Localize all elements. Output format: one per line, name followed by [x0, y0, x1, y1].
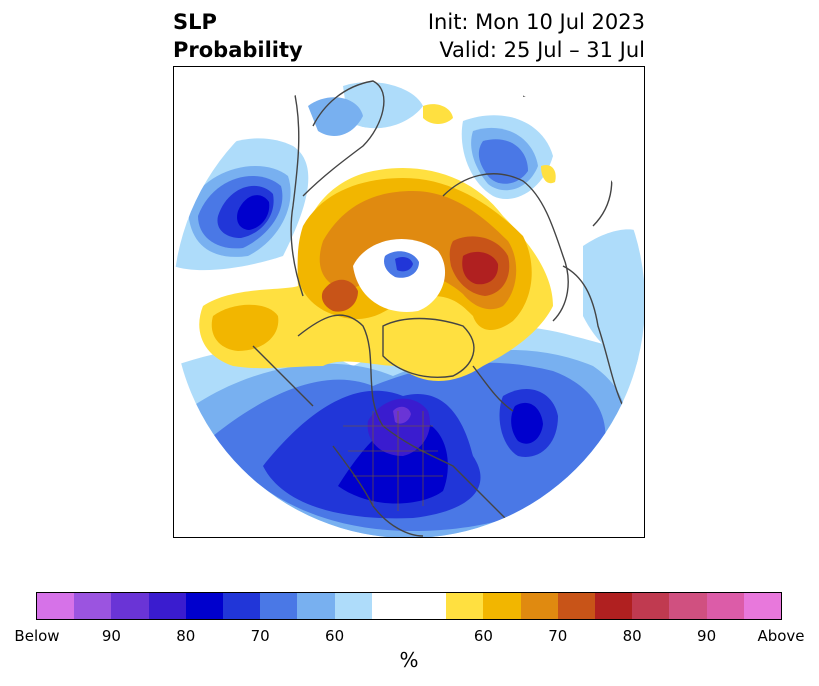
colorbar-segment	[223, 593, 261, 619]
below-70-region	[478, 139, 528, 184]
colorbar-segment	[743, 593, 782, 619]
above-60-region	[423, 104, 453, 124]
colorbar-segment	[111, 593, 149, 619]
map-dates: Init: Mon 10 Jul 2023 Valid: 25 Jul – 31…	[428, 8, 645, 64]
state-borders	[343, 411, 443, 511]
colorbar-segment	[297, 593, 335, 619]
above-60-region	[541, 164, 556, 184]
colorbar-segment	[260, 593, 298, 619]
below-85-region	[367, 398, 431, 456]
below-75-region	[395, 256, 413, 272]
colorbar-segment	[371, 593, 410, 619]
colorbar-segment	[334, 593, 372, 619]
colorbar-segment	[185, 593, 224, 619]
below-65-region	[308, 97, 363, 136]
above-75-region	[321, 279, 358, 312]
map-frame	[173, 66, 645, 538]
above-80-region	[462, 251, 499, 285]
polar-probability-map	[173, 66, 645, 538]
colorbar-tick-label: 70	[548, 627, 568, 645]
title-variable: SLP	[173, 10, 217, 34]
below-60-region	[343, 82, 423, 129]
colorbar	[36, 592, 782, 620]
colorbar-tick-label: Below	[14, 627, 60, 645]
colorbar-segment	[148, 593, 186, 619]
colorbar-tick-label: 70	[250, 627, 270, 645]
colorbar-segment	[632, 593, 670, 619]
colorbar-segment	[37, 593, 75, 619]
colorbar-segment	[409, 593, 447, 619]
colorbar-segment	[557, 593, 596, 619]
below-90-region	[393, 406, 411, 424]
colorbar-segment	[520, 593, 558, 619]
colorbar-unit: %	[399, 648, 419, 672]
colorbar-segment	[669, 593, 707, 619]
colorbar-tick-label: 60	[325, 627, 345, 645]
colorbar-tick-label: 60	[473, 627, 493, 645]
colorbar-tick-label: 90	[697, 627, 717, 645]
colorbar-segment	[74, 593, 112, 619]
colorbar-segment	[446, 593, 484, 619]
below-80-region	[237, 195, 270, 230]
colorbar-tick-label: 80	[622, 627, 642, 645]
valid-range: Valid: 25 Jul – 31 Jul	[439, 38, 645, 62]
colorbar-segment	[595, 593, 633, 619]
title-metric: Probability	[173, 38, 303, 62]
colorbar-tick-label: Above	[757, 627, 805, 645]
below-80-region	[511, 402, 543, 444]
init-date: Init: Mon 10 Jul 2023	[427, 10, 645, 34]
map-title: SLP Probability	[173, 8, 303, 64]
coastlines	[252, 80, 624, 537]
colorbar-tick-label: 80	[176, 627, 196, 645]
colorbar-segment	[706, 593, 744, 619]
colorbar-tick-label: 90	[101, 627, 121, 645]
probability-field	[173, 80, 645, 538]
above-65-region	[211, 304, 279, 351]
below-60-region	[583, 229, 645, 366]
colorbar-segment	[483, 593, 521, 619]
